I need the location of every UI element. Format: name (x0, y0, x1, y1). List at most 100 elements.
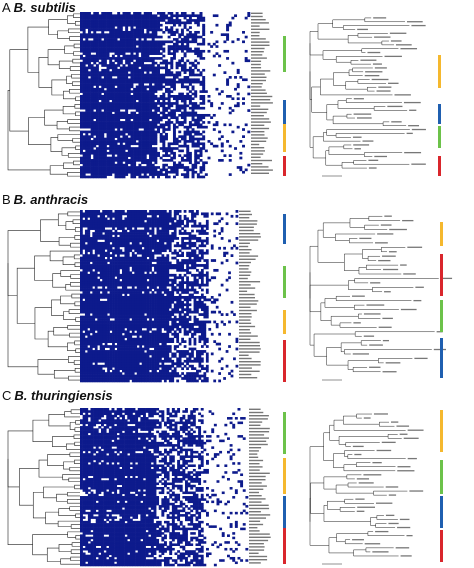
heatmap-cell (119, 340, 123, 343)
heatmap-cell (117, 244, 120, 248)
heatmap-cell (106, 104, 110, 108)
heatmap-cell (85, 163, 89, 167)
heatmap-cell (178, 14, 182, 18)
heatmap-cell (139, 273, 143, 277)
heatmap-cell (80, 144, 83, 148)
heatmap-cell (126, 369, 130, 373)
heatmap-cell (149, 256, 152, 260)
heatmap-cell (180, 135, 184, 138)
heatmap-cell (112, 369, 115, 373)
heatmap-cell (98, 170, 102, 174)
heatmap-cell (119, 173, 123, 176)
heatmap-cell (87, 313, 91, 316)
heatmap-cell (98, 168, 102, 172)
heatmap-cell (126, 264, 130, 267)
heatmap-cell (183, 54, 187, 58)
heatmap-cell (102, 332, 105, 336)
heatmap-cell (107, 212, 110, 216)
heatmap-cell (175, 118, 179, 122)
heatmap-cell (207, 49, 211, 53)
heatmap-cell (151, 42, 155, 46)
heatmap-cell (111, 57, 115, 60)
heatmap-cell (106, 118, 110, 122)
heatmap-cell (106, 92, 110, 96)
strain-label (251, 102, 273, 104)
heatmap-cell (121, 308, 125, 312)
heatmap-cell (99, 224, 103, 228)
heatmap-cell (129, 362, 133, 366)
heatmap-cell (94, 327, 98, 331)
heatmap-cell (154, 367, 157, 371)
heatmap-cell (134, 232, 138, 235)
heatmap-cell (95, 71, 99, 74)
heatmap-cell (107, 330, 110, 334)
heatmap-cell (90, 78, 94, 82)
heatmap-cell (89, 227, 93, 230)
heatmap-cell (102, 234, 105, 238)
heatmap-cell (151, 352, 155, 356)
heatmap-cell (112, 219, 115, 223)
heatmap-cell (139, 313, 143, 316)
heatmap-cell (154, 147, 158, 150)
strain-label (251, 67, 262, 69)
heatmap-cell (204, 113, 208, 117)
strain-label (251, 41, 270, 43)
heatmap-cell (159, 35, 163, 39)
heatmap-cell (167, 104, 171, 108)
heatmap-cell (126, 303, 130, 307)
heatmap-cell (133, 106, 137, 110)
heatmap-cell (82, 219, 86, 223)
heatmap-cell (183, 109, 187, 112)
heatmap-cell (119, 83, 123, 86)
heatmap-cell (112, 237, 115, 240)
heatmap-cell (129, 288, 133, 292)
heatmap-cell (80, 151, 83, 155)
heatmap-cell (109, 229, 113, 233)
heatmap-cell (151, 66, 155, 70)
heatmap-cell (151, 170, 155, 174)
heatmap-cell (121, 256, 125, 260)
heatmap-cell (93, 102, 97, 105)
heatmap-cell (151, 364, 155, 368)
heatmap-cell (162, 76, 166, 79)
heatmap-cell (114, 362, 118, 366)
dendrogram-branch (69, 36, 80, 41)
heatmap-cell (146, 85, 150, 89)
heatmap-cell (170, 59, 174, 63)
heatmap-cell (199, 151, 203, 155)
heatmap-cell (90, 118, 94, 122)
heatmap-cell (165, 102, 168, 105)
heatmap-cell (82, 359, 86, 363)
heatmap-cell (131, 364, 135, 368)
heatmap-cell (162, 47, 166, 51)
heatmap-cell (175, 102, 179, 105)
heatmap-cell (130, 16, 134, 20)
heatmap-cell (117, 310, 120, 314)
heatmap-cell (130, 166, 134, 169)
heatmap-cell (167, 166, 171, 169)
heatmap-cell (144, 303, 147, 307)
heatmap-cell (138, 26, 142, 29)
heatmap-cell (133, 140, 137, 143)
heatmap-cell (80, 340, 83, 343)
heatmap-cell (109, 121, 113, 124)
heatmap-cell (130, 161, 134, 165)
heatmap-cell (112, 288, 115, 292)
heatmap-cell (146, 109, 150, 112)
heatmap-cell (93, 19, 97, 22)
heatmap-cell (126, 313, 130, 316)
heatmap-cell (82, 310, 86, 314)
heatmap-cell (117, 281, 120, 285)
heatmap-cell (194, 47, 198, 51)
heatmap-cell (82, 237, 86, 240)
heatmap-cell (194, 137, 198, 141)
heatmap-cell (95, 149, 99, 153)
heatmap-cell (130, 76, 134, 79)
heatmap-cell (119, 212, 123, 216)
heatmap-cell (103, 137, 107, 141)
heatmap-cell (93, 16, 97, 20)
heatmap-cell (141, 144, 145, 148)
heatmap-cell (183, 168, 187, 172)
tree-tip-label (403, 101, 421, 104)
heatmap-cell (234, 147, 238, 150)
